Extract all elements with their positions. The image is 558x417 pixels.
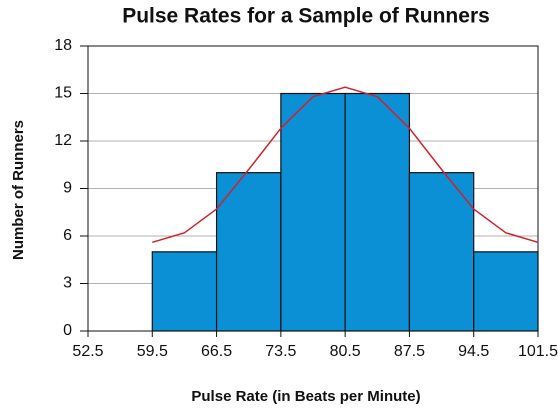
y-tick-label: 6: [63, 227, 72, 244]
x-tick-label: 87.5: [394, 343, 425, 360]
plot-frame: [87, 45, 539, 332]
bar: [151, 251, 218, 332]
bar: [280, 92, 346, 332]
x-tick-label: 52.5: [72, 343, 103, 360]
y-tick-label: 18: [54, 37, 72, 54]
x-tick-label: 94.5: [458, 343, 489, 360]
y-tick-label: 15: [54, 85, 72, 102]
x-axis-label: Pulse Rate (in Beats per Minute): [191, 388, 420, 405]
fitted-curve: [152, 86, 539, 244]
y-axis-label: Number of Runners: [10, 120, 27, 260]
bar: [344, 92, 411, 332]
x-tick-label: 101.5: [518, 343, 558, 360]
y-tick-label: 9: [63, 180, 72, 197]
x-tick-label: 80.5: [330, 343, 361, 360]
y-tick-label: 3: [63, 275, 72, 292]
chart-title: Pulse Rates for a Sample of Runners: [122, 5, 490, 28]
x-tick-label: 59.5: [137, 343, 168, 360]
bar: [473, 251, 539, 332]
y-tick-label: 0: [63, 322, 72, 339]
x-tick-label: 66.5: [201, 343, 232, 360]
y-tick-label: 12: [54, 132, 72, 149]
x-tick-label: 73.5: [265, 343, 296, 360]
